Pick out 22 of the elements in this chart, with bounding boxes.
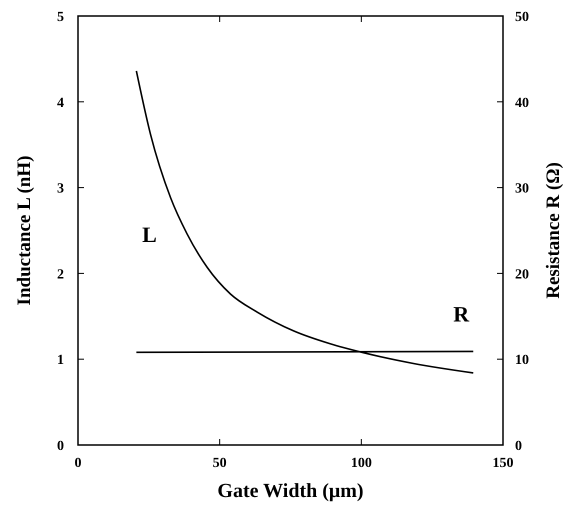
series-label: L — [142, 222, 157, 247]
x-tick-label: 150 — [492, 456, 514, 471]
line-series — [136, 70, 474, 374]
y2-tick-label: 40 — [515, 96, 529, 111]
y-axis-title: Inductance L (nH) — [14, 156, 35, 306]
x-axis-title: Gate Width (μm) — [217, 480, 364, 502]
y2-tick-label: 10 — [515, 353, 529, 368]
y-tick-label: 5 — [57, 10, 64, 25]
y-tick-label: 2 — [57, 267, 64, 282]
y-tick-label: 4 — [57, 96, 64, 111]
x-tick-label: 50 — [212, 456, 227, 471]
y2-axis-title: Resistance R (Ω) — [543, 162, 564, 299]
series-label: R — [453, 301, 470, 326]
y2-tick-label: 50 — [515, 10, 529, 25]
y-tick-label: 3 — [57, 182, 64, 197]
x-tick-label: 100 — [350, 456, 372, 471]
y2-tick-label: 0 — [515, 439, 522, 454]
y-tick-label: 0 — [57, 439, 64, 454]
x-tick-label: 0 — [74, 456, 82, 471]
y-tick-label: 1 — [57, 353, 64, 368]
y2-tick-label: 30 — [515, 182, 529, 197]
y2-tick-label: 20 — [515, 267, 529, 282]
